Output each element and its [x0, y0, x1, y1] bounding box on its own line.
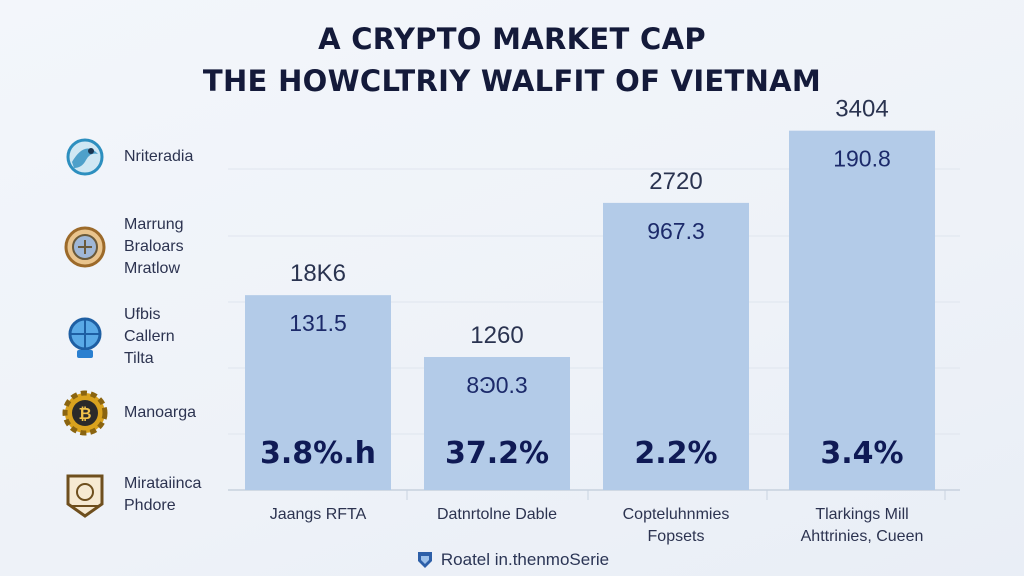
legend-item-4: ₿ Manoarga [58, 386, 196, 440]
percent-label-2: 37.2% [445, 436, 549, 471]
chart-title-line-2: THE HOWCLTRIY WALFIT OF VIETNAM [202, 64, 822, 98]
inner-label-1: 131.5 [289, 310, 347, 336]
footer: Roatel in.thenmoSerie [0, 550, 1024, 570]
bitcoin-gear-icon: ₿ [58, 386, 112, 440]
legend-item-1: Nriteradia [58, 130, 193, 184]
legend-label-3: Ufbis Callern Tilta [124, 306, 175, 367]
category-label-2: Datnrtolne Dable [437, 506, 557, 523]
bar-3 [603, 202, 749, 490]
value-label-3: 2720 [649, 168, 702, 195]
globe-robot-icon [58, 310, 112, 364]
legend-item-3: Ufbis Callern Tilta [58, 304, 175, 370]
inner-label-2: 8Ͽ0.3 [466, 372, 527, 398]
shield-badge-icon [58, 468, 112, 522]
legend-item-2: Marrung Braloars Mratlow [58, 214, 184, 280]
shield-logo-icon [417, 552, 432, 568]
dragon-emblem-icon [58, 130, 112, 184]
category-label-1: Jaangs RFTA [270, 506, 367, 523]
bar-2 [424, 357, 570, 490]
legend-label-2: Marrung Braloars Mratlow [124, 216, 184, 277]
percent-label-1: 3.8%.h [260, 436, 376, 471]
category-label-3-line-2: Fopsets [648, 528, 705, 545]
percent-label-3: 2.2% [634, 436, 717, 471]
legend-label-1: Nriteradia [124, 148, 194, 165]
bar-4 [789, 130, 935, 490]
legend-item-5: Mirataiinca Phdore [58, 468, 201, 522]
legend-label-4: Manoarga [124, 404, 197, 421]
medal-icon [58, 220, 112, 274]
svg-text:₿: ₿ [78, 404, 91, 423]
value-label-1: 18K6 [290, 260, 346, 287]
footer-text: Roatel in.thenmoSerie [440, 550, 610, 569]
inner-label-4: 190.8 [833, 146, 891, 172]
bar-1 [245, 295, 391, 490]
category-label-3-line-1: Copteluhnmies [623, 506, 730, 523]
category-label-4-line-1: Tlarkings Mill [815, 506, 908, 523]
category-label-4-line-2: Ahttrinies, Cueen [801, 528, 924, 545]
chart-title-line-1: A CRYPTO MARKET CAP [318, 22, 706, 56]
value-label-4: 3404 [835, 96, 888, 123]
legend-label-5: Mirataiinca Phdore [124, 475, 202, 514]
value-label-2: 1260 [470, 322, 523, 349]
percent-label-4: 3.4% [820, 436, 903, 471]
inner-label-3: 967.3 [647, 218, 705, 244]
